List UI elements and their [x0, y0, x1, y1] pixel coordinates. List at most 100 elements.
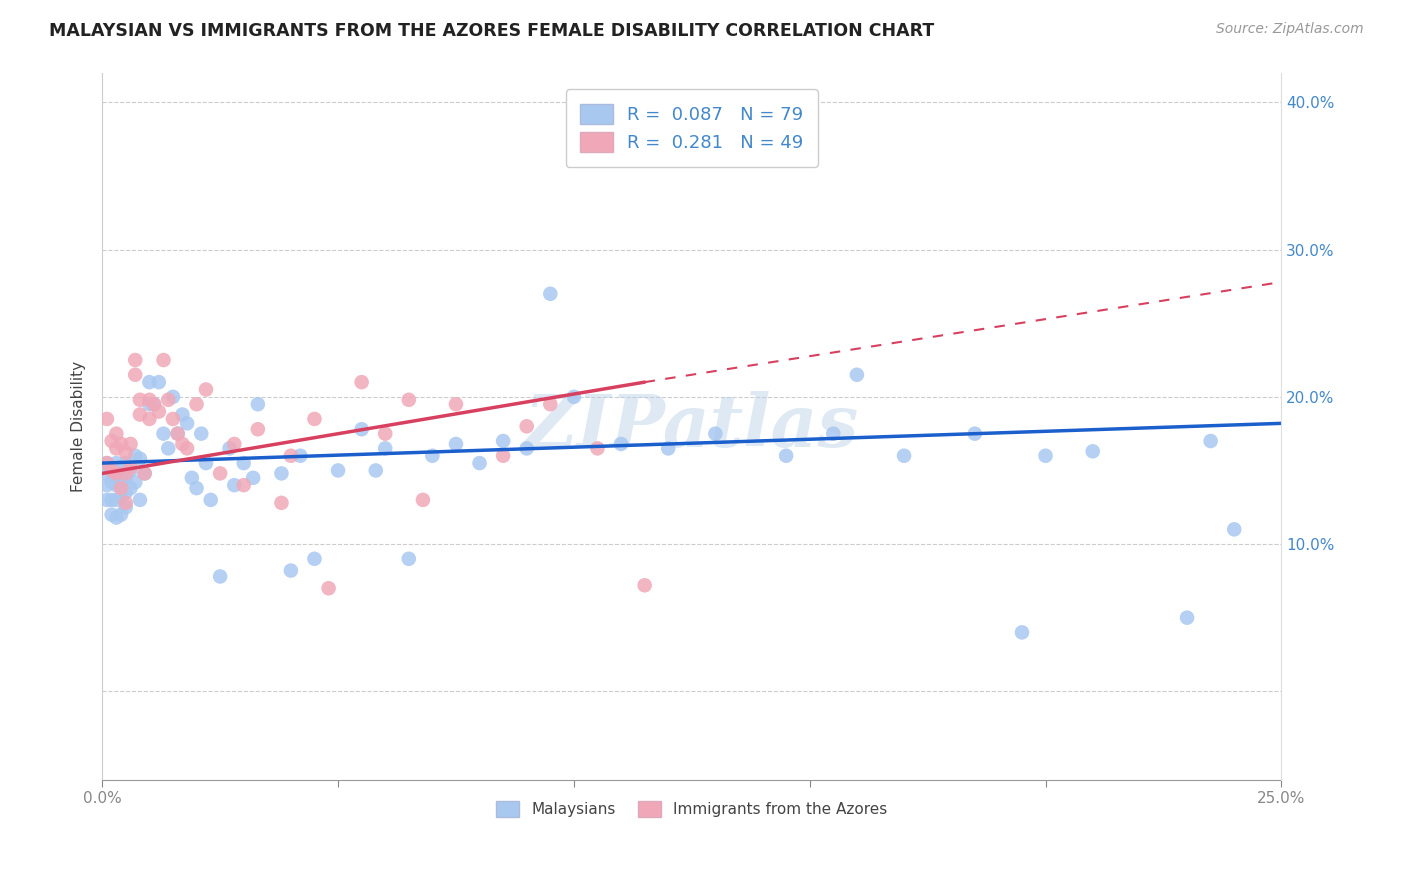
- Point: [444, 397, 467, 411]
- Point: [242, 471, 264, 485]
- Point: [270, 496, 292, 510]
- Point: [114, 467, 136, 481]
- Point: [110, 460, 132, 475]
- Point: [1175, 610, 1198, 624]
- Point: [110, 490, 132, 504]
- Point: [100, 508, 122, 522]
- Point: [105, 510, 128, 524]
- Point: [129, 492, 152, 507]
- Point: [224, 478, 246, 492]
- Point: [492, 434, 515, 448]
- Point: [96, 478, 118, 492]
- Point: [290, 449, 312, 463]
- Point: [195, 456, 218, 470]
- Point: [110, 475, 132, 490]
- Point: [105, 467, 128, 481]
- Point: [364, 463, 387, 477]
- Point: [195, 383, 218, 397]
- Point: [114, 446, 136, 460]
- Point: [444, 437, 467, 451]
- Point: [232, 456, 254, 470]
- Point: [963, 426, 986, 441]
- Point: [110, 437, 132, 451]
- Point: [96, 412, 118, 426]
- Point: [120, 437, 142, 451]
- Point: [304, 551, 326, 566]
- Point: [304, 412, 326, 426]
- Point: [148, 375, 170, 389]
- Point: [1199, 434, 1222, 448]
- Point: [823, 426, 845, 441]
- Point: [232, 478, 254, 492]
- Point: [148, 404, 170, 418]
- Point: [100, 463, 122, 477]
- Point: [200, 492, 222, 507]
- Point: [246, 422, 269, 436]
- Point: [775, 449, 797, 463]
- Point: [114, 485, 136, 500]
- Point: [318, 581, 340, 595]
- Point: [280, 564, 302, 578]
- Point: [893, 449, 915, 463]
- Point: [105, 426, 128, 441]
- Point: [124, 475, 146, 490]
- Point: [143, 397, 166, 411]
- Point: [516, 442, 538, 456]
- Point: [120, 460, 142, 475]
- Point: [186, 481, 208, 495]
- Point: [412, 492, 434, 507]
- Point: [120, 463, 142, 477]
- Point: [138, 375, 160, 389]
- Point: [124, 449, 146, 463]
- Point: [1035, 449, 1057, 463]
- Point: [209, 569, 232, 583]
- Point: [350, 422, 373, 436]
- Point: [586, 442, 609, 456]
- Point: [657, 442, 679, 456]
- Point: [610, 437, 633, 451]
- Point: [538, 397, 561, 411]
- Point: [350, 375, 373, 389]
- Point: [129, 408, 152, 422]
- Point: [96, 456, 118, 470]
- Point: [105, 467, 128, 481]
- Point: [538, 286, 561, 301]
- Point: [110, 508, 132, 522]
- Point: [172, 408, 194, 422]
- Point: [120, 481, 142, 495]
- Point: [96, 492, 118, 507]
- Point: [96, 456, 118, 470]
- Point: [114, 500, 136, 515]
- Point: [96, 467, 118, 481]
- Text: MALAYSIAN VS IMMIGRANTS FROM THE AZORES FEMALE DISABILITY CORRELATION CHART: MALAYSIAN VS IMMIGRANTS FROM THE AZORES …: [49, 22, 935, 40]
- Point: [398, 392, 420, 407]
- Point: [176, 442, 198, 456]
- Point: [138, 412, 160, 426]
- Point: [516, 419, 538, 434]
- Point: [105, 492, 128, 507]
- Point: [166, 426, 188, 441]
- Point: [157, 442, 180, 456]
- Point: [138, 392, 160, 407]
- Y-axis label: Female Disability: Female Disability: [72, 360, 86, 491]
- Point: [246, 397, 269, 411]
- Point: [218, 442, 240, 456]
- Point: [152, 353, 174, 368]
- Point: [105, 456, 128, 470]
- Point: [704, 426, 727, 441]
- Text: Source: ZipAtlas.com: Source: ZipAtlas.com: [1216, 22, 1364, 37]
- Point: [100, 434, 122, 448]
- Point: [1011, 625, 1033, 640]
- Point: [105, 442, 128, 456]
- Point: [143, 397, 166, 411]
- Point: [176, 417, 198, 431]
- Point: [280, 449, 302, 463]
- Point: [186, 397, 208, 411]
- Point: [134, 467, 156, 481]
- Point: [374, 426, 396, 441]
- Point: [326, 463, 349, 477]
- Point: [100, 475, 122, 490]
- Point: [124, 368, 146, 382]
- Point: [114, 456, 136, 470]
- Point: [172, 437, 194, 451]
